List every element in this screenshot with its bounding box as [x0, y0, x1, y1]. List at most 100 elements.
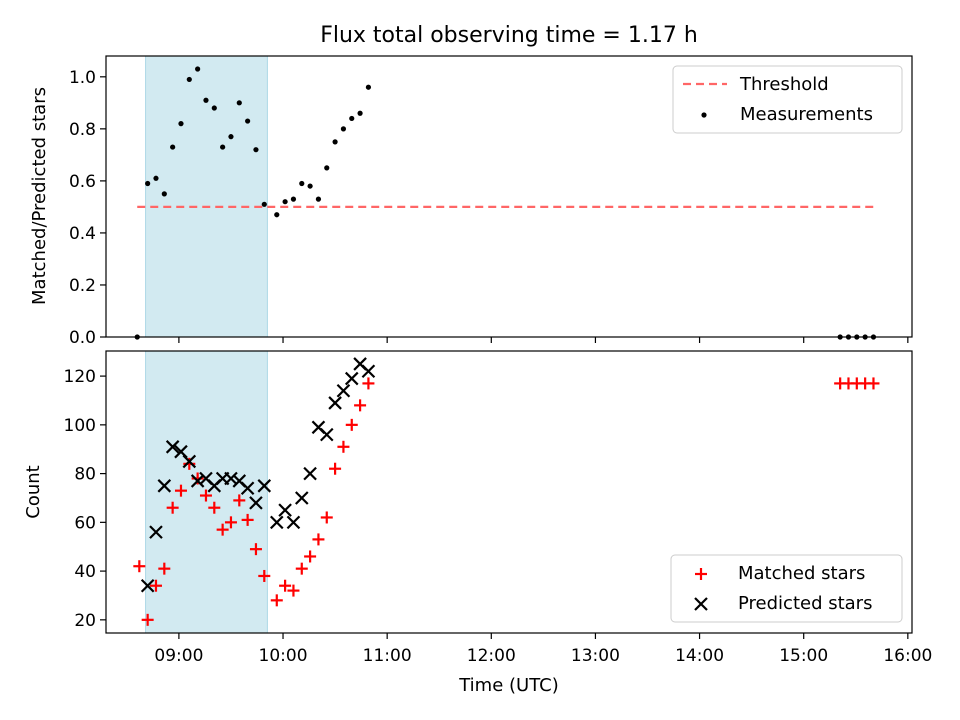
x-b — [319, 427, 334, 442]
matched-stars-point — [354, 399, 367, 412]
x-b — [278, 503, 292, 517]
x-b — [190, 474, 205, 488]
top-y-tick-label: 1.0 — [69, 68, 96, 88]
x-tick-label: 11:00 — [363, 646, 412, 666]
x-b — [257, 479, 272, 493]
measurements-point — [307, 183, 313, 189]
measurements-point — [324, 165, 330, 171]
matched-stars-point — [258, 569, 271, 582]
x-b — [294, 491, 309, 505]
top-axes-frame — [105, 55, 913, 338]
x-b — [157, 479, 172, 493]
x-b — [182, 454, 197, 469]
top-y-axis-label: Matched/Predicted stars — [29, 87, 50, 305]
matched-stars-point — [208, 501, 221, 514]
matched-stars-point — [287, 584, 300, 597]
predicted-stars-point — [149, 525, 163, 539]
bottom-y-tick-label: 60 — [74, 513, 96, 533]
matched-stars-point — [133, 560, 146, 573]
matched-stars-point — [362, 377, 375, 390]
predicted-stars-point — [361, 364, 376, 379]
measurements-point — [220, 144, 226, 150]
top-y-tick-label: 0.6 — [69, 172, 96, 192]
bottom-y-axis-label: Count — [23, 465, 44, 518]
x-tick-label: 14:00 — [675, 646, 724, 666]
top-panel: 0.0 0.2 0.4 0.6 0.8 1.0 — [69, 55, 913, 348]
matched-stars-point — [149, 579, 162, 592]
x-b — [336, 383, 351, 398]
matched-stars-point — [270, 594, 283, 607]
measurements-point — [145, 180, 151, 187]
measurements-point — [253, 147, 259, 153]
predicted-stars-point — [224, 471, 238, 486]
matched-stars-point — [345, 418, 358, 431]
measurements-point — [195, 66, 201, 72]
x-b — [303, 466, 317, 481]
x-b — [344, 371, 359, 386]
predicted-stars-point — [165, 440, 180, 454]
matched-stars-point — [158, 562, 171, 575]
top-legend: Threshold Measurements — [672, 65, 903, 134]
predicted-stars-point — [182, 454, 197, 469]
top-y-tick-label: 0.4 — [69, 224, 96, 244]
matched-stars-point — [304, 550, 317, 563]
bottom-panel: 20 40 60 80 100 120 09:00 10:00 11:00 12:00 13:00 1… — [64, 350, 932, 666]
matched-stars-legend-label: Matched stars — [738, 563, 865, 584]
bottom-y-tick-label: 80 — [74, 465, 96, 485]
x-b — [270, 515, 284, 530]
matched-stars-point — [174, 484, 187, 497]
predicted-stars-point — [278, 503, 292, 517]
predicted-stars-point — [344, 371, 359, 386]
x-b — [199, 471, 213, 486]
predicted-stars-legend-swatch — [694, 597, 708, 611]
predicted-stars-legend-label: Predicted stars — [738, 593, 872, 614]
matched-stars-point — [233, 494, 246, 507]
matched-stars-point — [241, 513, 254, 526]
chart-title: Flux total observing time = 1.17 h — [320, 23, 698, 48]
matched-stars-point — [337, 440, 350, 453]
bottom-legend-frame — [670, 554, 903, 623]
x-axis-label: Time (UTC) — [458, 675, 559, 696]
x-tick-label: 16:00 — [883, 646, 932, 666]
x-b — [174, 444, 188, 459]
predicted-stars-point — [270, 515, 284, 530]
x-b — [328, 396, 342, 410]
predicted-stars-point — [286, 515, 301, 530]
matched-stars-point — [249, 543, 262, 556]
top-observing-span — [145, 55, 268, 338]
bottom-y-tick-label: 40 — [74, 562, 96, 582]
x-tick-label: 12:00 — [467, 646, 516, 666]
top-y-tick-label: 0.8 — [69, 120, 96, 140]
matched-stars-point — [191, 472, 204, 485]
matched-stars-point — [183, 457, 196, 470]
measurements-point — [357, 110, 363, 116]
x-b — [311, 420, 326, 435]
measurements-point — [236, 100, 242, 106]
x-b — [240, 481, 255, 495]
measurements-point — [274, 212, 280, 218]
predicted-stars-point — [319, 427, 334, 442]
measurements-legend-swatch — [701, 112, 707, 118]
predicted-stars-point — [240, 481, 255, 495]
measurements-point — [178, 121, 184, 127]
x-b — [361, 364, 376, 379]
matched-stars-legend-swatch — [695, 568, 707, 580]
measurements-point — [282, 199, 288, 205]
measurements-point — [349, 115, 355, 122]
bottom-axes-frame — [105, 350, 913, 634]
predicted-stars-point — [157, 479, 172, 493]
measurements-point — [315, 196, 322, 202]
predicted-stars-point — [140, 578, 155, 593]
predicted-stars-point — [249, 496, 263, 510]
bottom-y-tick-label: 120 — [64, 367, 96, 387]
x-b — [286, 515, 301, 530]
top-y-tick-label: 0.2 — [69, 276, 96, 296]
measurements-point — [186, 76, 192, 83]
measurements-point — [245, 118, 251, 124]
measurements-point — [161, 191, 167, 197]
x-b — [232, 474, 247, 488]
predicted-stars-point — [303, 466, 317, 481]
measurements-point — [299, 180, 305, 187]
matched-stars-point — [224, 516, 237, 529]
